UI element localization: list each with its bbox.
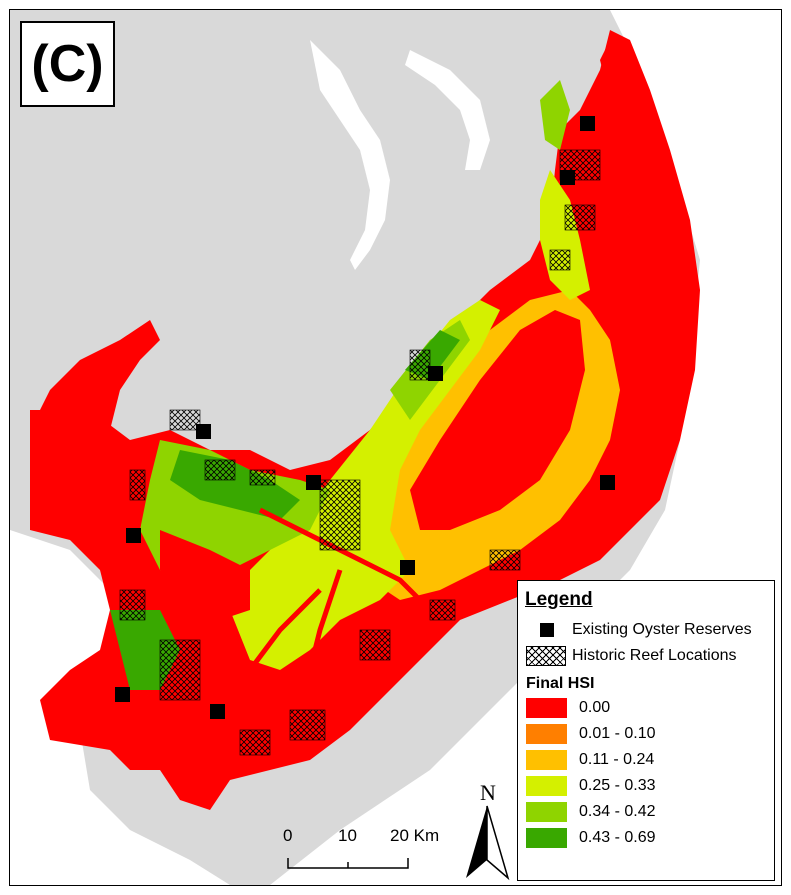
oyster-reserve-marker xyxy=(560,170,575,185)
scale-label-0: 0 xyxy=(283,826,293,845)
hsi-zone-0 xyxy=(30,30,700,810)
panel-label: (C) xyxy=(20,21,115,107)
hsi-legend-row: 0.34 - 0.42 xyxy=(526,799,766,825)
hsi-zone-0 xyxy=(410,310,585,530)
river-branch xyxy=(405,50,490,170)
legend-title: Legend xyxy=(525,589,593,610)
oyster-reserve-marker xyxy=(210,704,225,719)
north-label: N xyxy=(480,780,496,805)
legend-reefs-label: Historic Reef Locations xyxy=(572,647,737,664)
hsi-legend-row: 0.00 xyxy=(526,695,766,721)
hsi-label: 0.25 - 0.33 xyxy=(579,777,656,794)
hsi-zone-0 xyxy=(30,320,160,430)
oyster-reserve-marker xyxy=(115,687,130,702)
hsi-swatch xyxy=(526,698,567,718)
historic-reefs xyxy=(119,149,601,756)
oyster-reserve-marker xyxy=(428,366,443,381)
hsi-label: 0.00 xyxy=(579,699,611,716)
legend: Legend Existing Oyster Reserves Historic… xyxy=(517,580,775,881)
oyster-reserve-marker xyxy=(400,560,415,575)
north-arrow: N xyxy=(462,780,512,881)
hsi-label: 0.43 - 0.69 xyxy=(579,829,656,846)
hsi-legend-row: 0.25 - 0.33 xyxy=(526,773,766,799)
north-arrow-icon xyxy=(466,805,510,881)
scale-bar-line xyxy=(287,858,409,869)
oyster-reserve-marker xyxy=(306,475,321,490)
hsi-label: 0.11 - 0.24 xyxy=(579,751,655,768)
hsi-label: 0.34 - 0.42 xyxy=(579,803,656,820)
oyster-reserves xyxy=(115,116,615,719)
legend-reserves-label: Existing Oyster Reserves xyxy=(572,621,752,638)
hsi-swatch xyxy=(526,750,567,770)
hsi-zone-0 xyxy=(600,40,685,510)
legend-reefs-row: Historic Reef Locations xyxy=(526,643,766,669)
hsi-zone-5 xyxy=(170,450,300,520)
square-icon xyxy=(540,623,554,637)
navigation-channel xyxy=(248,507,432,672)
hsi-zone-0 xyxy=(160,530,250,620)
hsi-legend-row: 0.01 - 0.10 xyxy=(526,721,766,747)
map-frame: (C) Legend Existing Oyster Reserves Hist… xyxy=(9,9,782,886)
hsi-zone-3 xyxy=(230,300,500,670)
white-lowlands xyxy=(10,530,230,885)
oyster-reserve-marker xyxy=(196,424,211,439)
hsi-legend-list: 0.00 0.01 - 0.10 0.11 - 0.24 0.25 - 0.33 0.3… xyxy=(526,695,766,851)
hsi-swatch xyxy=(526,724,567,744)
hsi-zone-4 xyxy=(540,80,570,150)
hsi-legend-row: 0.11 - 0.24 xyxy=(526,747,766,773)
scale-label-20: 20 Km xyxy=(390,826,440,845)
legend-reserves-row: Existing Oyster Reserves xyxy=(526,617,766,643)
scale-label-10: 10 xyxy=(338,826,357,845)
oyster-reserve-marker xyxy=(126,528,141,543)
crosshatch-icon xyxy=(526,646,566,666)
hsi-legend-row: 0.43 - 0.69 xyxy=(526,825,766,851)
hsi-swatch xyxy=(526,828,567,848)
oyster-reserve-marker xyxy=(580,116,595,131)
river-branch xyxy=(310,40,390,270)
hsi-legend-title: Final HSI xyxy=(526,675,595,692)
scale-bar: 0 10 20 Km xyxy=(272,826,452,876)
oyster-reserve-marker xyxy=(600,475,615,490)
hsi-label: 0.01 - 0.10 xyxy=(579,725,656,742)
hsi-swatch xyxy=(526,802,567,822)
hsi-swatch xyxy=(526,776,567,796)
